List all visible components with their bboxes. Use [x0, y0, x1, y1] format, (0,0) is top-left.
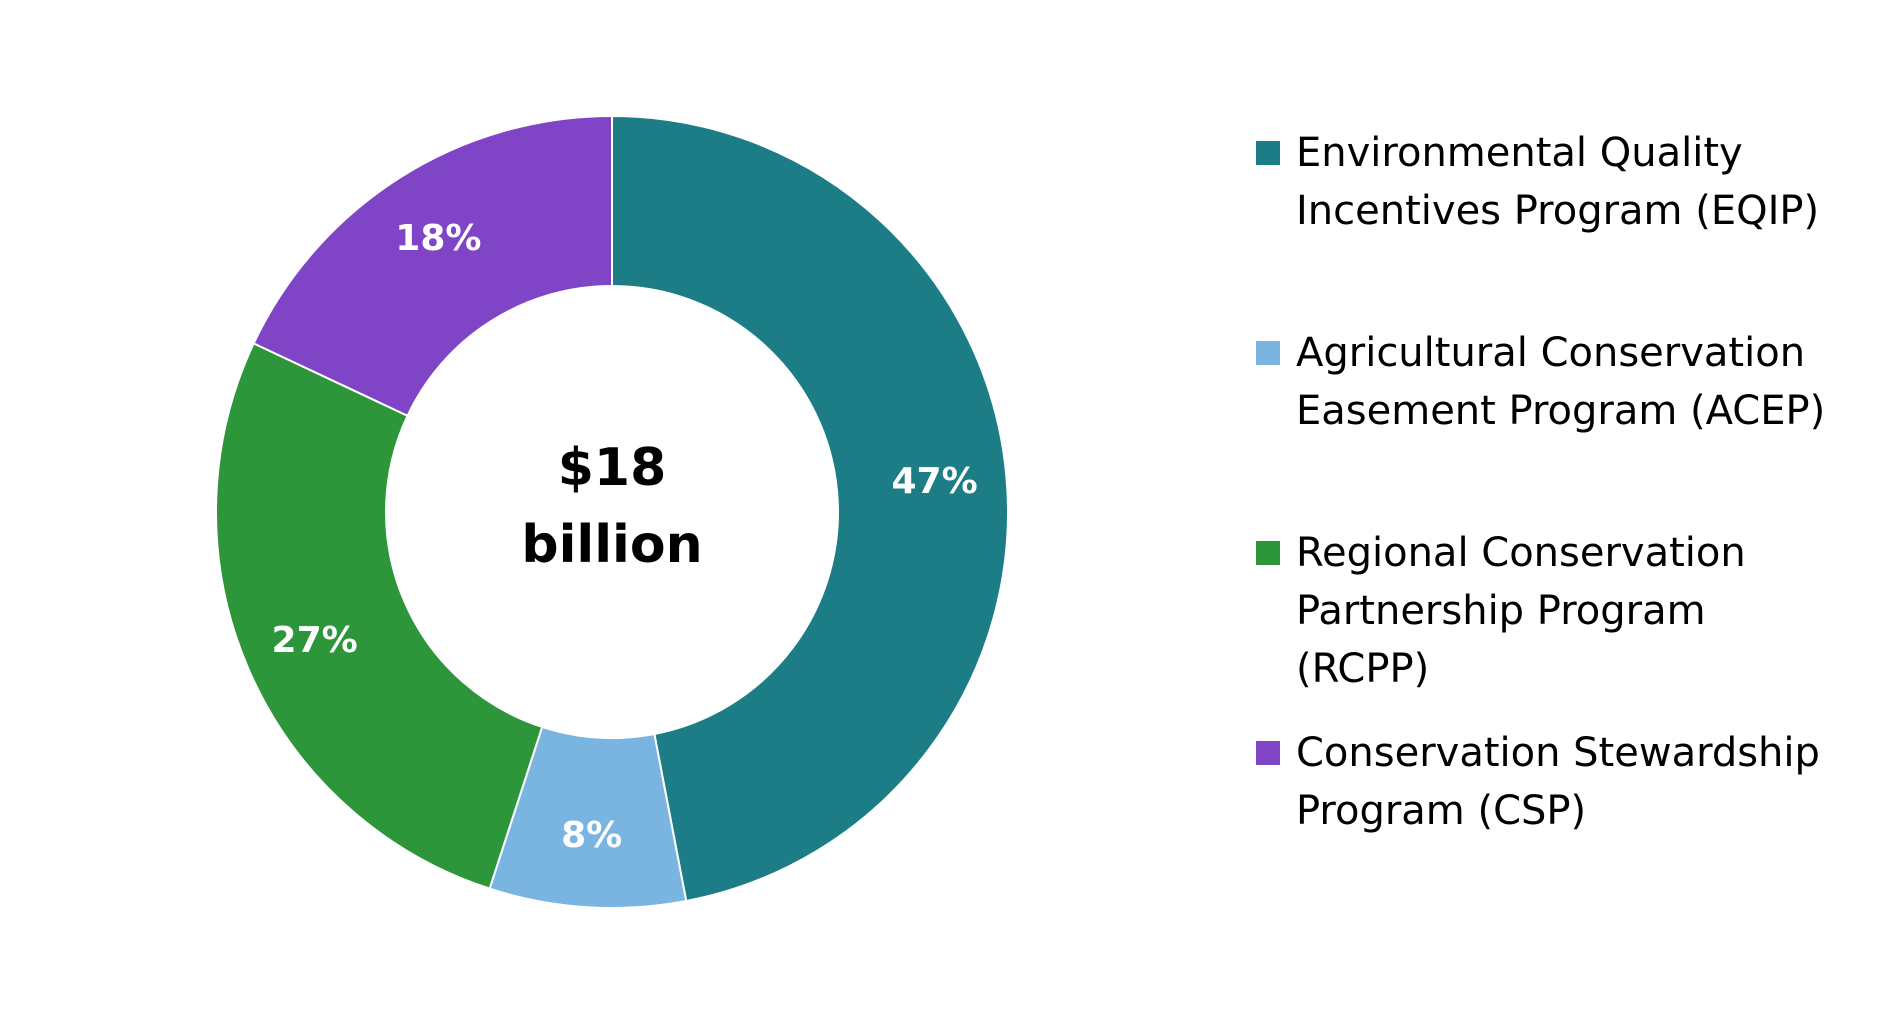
legend-label-rcpp-line1: Regional Conservation	[1296, 530, 1746, 576]
slice-rcpp	[215, 342, 544, 890]
slice-label-eqip: 47%	[891, 461, 977, 502]
legend-swatch-rcpp	[1256, 541, 1280, 565]
legend-label-rcpp-line2: Partnership Program	[1296, 588, 1706, 634]
legend-label-eqip-line2: Incentives Program (EQIP)	[1296, 188, 1820, 234]
legend-swatch-csp	[1256, 741, 1280, 765]
legend-swatch-eqip	[1256, 141, 1280, 165]
legend-label-csp-line1: Conservation Stewardship	[1296, 730, 1820, 776]
legend-label-eqip-line1: Environmental Quality	[1296, 130, 1743, 176]
slice-label-csp: 18%	[395, 218, 481, 259]
slice-label-acep: 8%	[561, 815, 622, 856]
center-label-amount: $18	[557, 438, 667, 498]
slice-eqip	[611, 114, 1009, 903]
center-label-unit: billion	[521, 515, 703, 575]
slice-label-rcpp: 27%	[272, 620, 358, 661]
slice-csp	[252, 114, 613, 418]
legend-label-rcpp-line3: (RCPP)	[1296, 646, 1430, 692]
legend-label-acep-line1: Agricultural Conservation	[1296, 330, 1806, 376]
legend-label-acep-line2: Easement Program (ACEP)	[1296, 388, 1826, 434]
legend-label-csp-line2: Program (CSP)	[1296, 788, 1587, 834]
legend-swatch-acep	[1256, 341, 1280, 365]
